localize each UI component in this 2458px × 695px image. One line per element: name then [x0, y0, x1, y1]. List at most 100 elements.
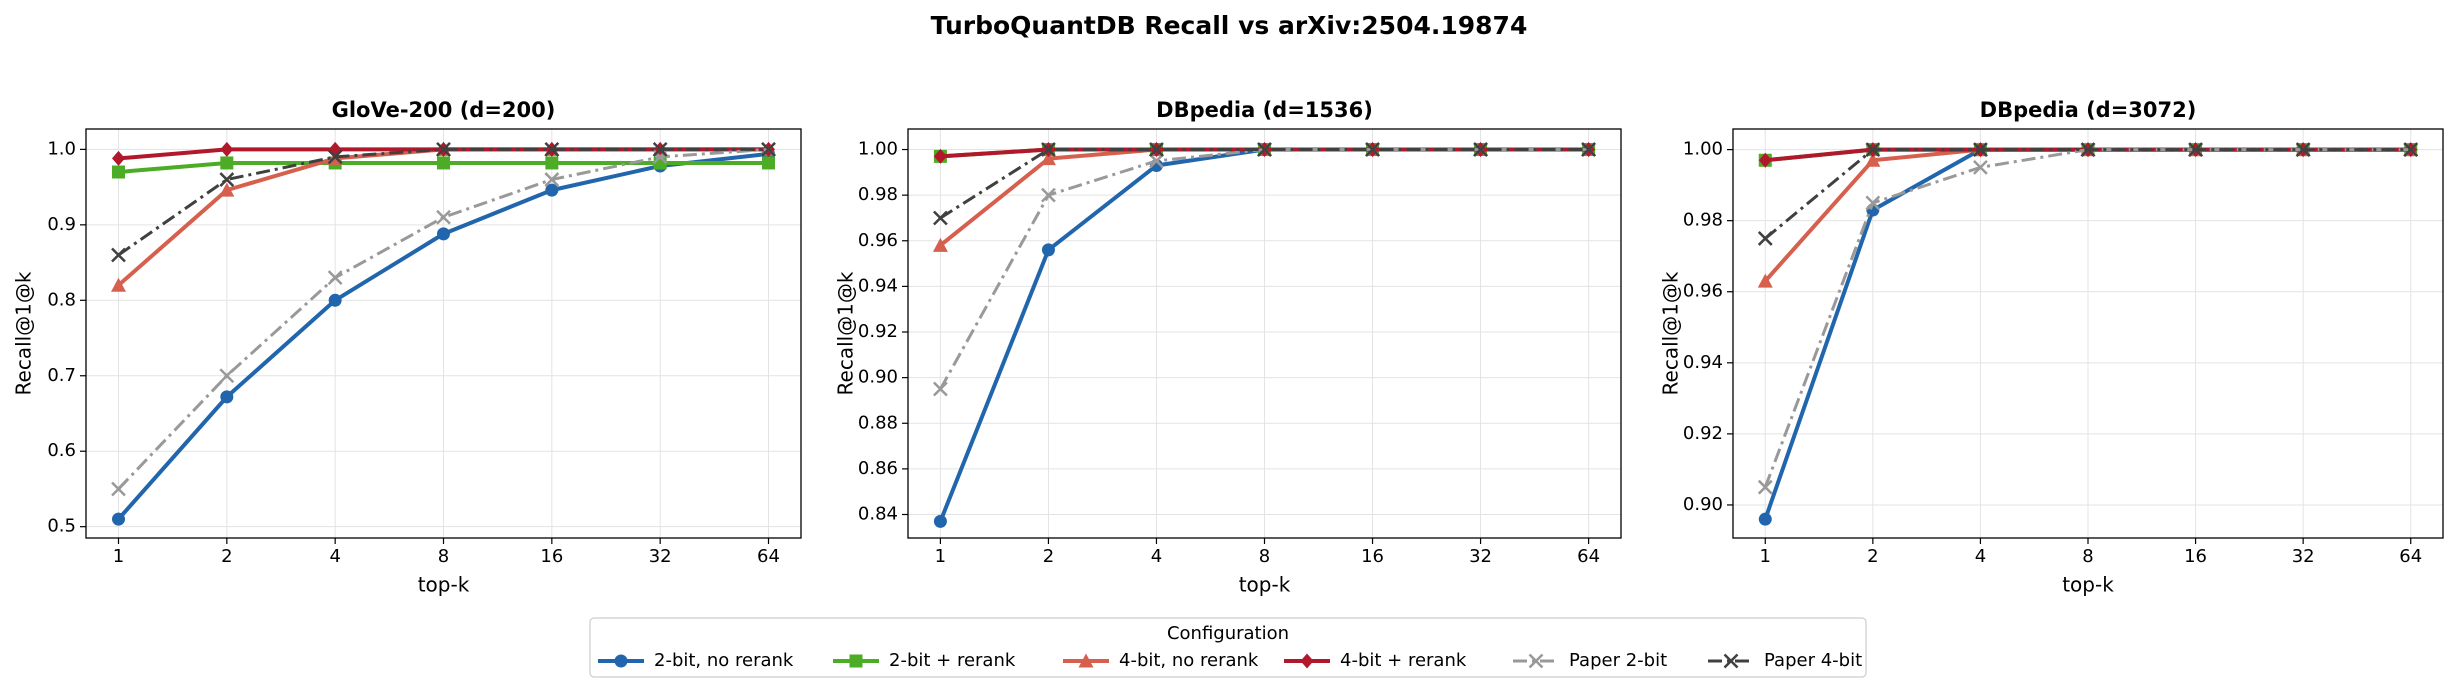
data-point [2295, 142, 2311, 157]
legend-label: Paper 2-bit [1569, 650, 1667, 671]
data-point [1757, 479, 1773, 495]
legend-marker [614, 654, 628, 668]
y-tick-label: 0.94 [858, 275, 898, 296]
x-tick-label: 4 [329, 546, 340, 567]
data-point [436, 141, 451, 157]
chart-title: DBpedia (d=3072) [1980, 98, 2197, 122]
data-point [1973, 142, 1988, 157]
data-point [327, 149, 343, 165]
data-point [1149, 142, 1164, 157]
y-tick-label: 0.84 [858, 504, 898, 525]
data-point [1865, 142, 1881, 157]
legend-marker [1300, 653, 1314, 669]
x-tick-label: 8 [1259, 546, 1270, 567]
data-point [545, 183, 559, 197]
y-tick-label: 0.7 [47, 365, 76, 386]
axes-frame [907, 128, 1622, 539]
data-point [219, 182, 235, 197]
x-tick-label: 1 [1760, 546, 1771, 567]
data-point [1041, 243, 1055, 257]
data-point [111, 277, 126, 292]
y-tick-label: 0.86 [858, 458, 898, 479]
y-tick-label: 0.92 [858, 321, 898, 342]
legend-marker [849, 654, 863, 668]
x-tick-label: 64 [1577, 546, 1600, 567]
chart-title: DBpedia (d=1536) [1156, 98, 1373, 122]
data-point [220, 156, 234, 170]
x-tick-label: 1 [935, 546, 946, 567]
legend-marker [1723, 653, 1739, 669]
y-tick-label: 0.90 [1683, 494, 1723, 515]
data-point [932, 237, 948, 252]
data-point [933, 381, 948, 397]
y-tick-label: 0.98 [858, 184, 898, 205]
legend-marker [1528, 653, 1544, 669]
data-point [762, 156, 775, 170]
x-tick-label: 32 [1469, 546, 1492, 567]
x-axis-label: top-k [2062, 573, 2114, 597]
legend-label: 4-bit + rerank [1340, 650, 1467, 671]
data-point [327, 270, 343, 286]
data-point [1040, 151, 1056, 166]
legend-label: 4-bit, no rerank [1119, 650, 1259, 671]
data-point [112, 165, 125, 179]
data-point [219, 172, 235, 187]
data-point [545, 156, 559, 170]
x-tick-label: 4 [1151, 546, 1162, 567]
data-point [1149, 153, 1164, 169]
x-tick-label: 16 [540, 546, 563, 567]
data-point [1473, 142, 1488, 157]
data-point [1257, 142, 1272, 157]
x-tick-label: 16 [1361, 546, 1384, 567]
y-tick-label: 0.94 [1683, 352, 1723, 373]
data-point [1973, 159, 1988, 175]
axes-frame [85, 128, 802, 539]
x-tick-label: 2 [1043, 546, 1054, 567]
legend-label: 2-bit + rerank [889, 650, 1016, 671]
x-tick-label: 1 [113, 546, 124, 567]
data-point [328, 293, 342, 307]
x-tick-label: 32 [649, 546, 672, 567]
x-tick-label: 4 [1975, 546, 1986, 567]
data-point [1758, 152, 1772, 168]
y-axis-label: Recall@1@k [834, 271, 858, 395]
x-tick-label: 64 [757, 546, 780, 567]
legend-marker [1078, 653, 1094, 668]
data-point [1757, 273, 1773, 288]
data-point [111, 247, 126, 263]
x-axis-label: top-k [418, 573, 470, 597]
y-tick-label: 1.0 [47, 138, 76, 159]
data-point [761, 141, 776, 157]
x-tick-label: 8 [438, 546, 449, 567]
data-point [2080, 142, 2096, 157]
data-point [1865, 152, 1881, 167]
y-tick-label: 0.96 [858, 230, 898, 251]
y-axis-label: Recall@1@k [12, 271, 36, 395]
y-tick-label: 1.00 [858, 139, 898, 160]
data-point [933, 148, 947, 164]
data-point [2403, 142, 2419, 157]
data-point [544, 172, 560, 187]
data-point [437, 227, 450, 241]
y-tick-label: 0.9 [47, 214, 76, 235]
data-point [219, 368, 235, 384]
data-point [1758, 512, 1772, 526]
data-point [112, 512, 125, 526]
y-tick-label: 0.88 [858, 412, 898, 433]
data-point [220, 141, 234, 157]
y-tick-label: 0.98 [1683, 210, 1723, 231]
axes-frame [1732, 128, 2444, 539]
data-point [112, 150, 125, 166]
y-tick-label: 0.92 [1683, 423, 1723, 444]
y-tick-label: 0.8 [47, 289, 76, 310]
data-point [2188, 142, 2203, 157]
legend-label: 2-bit, no rerank [654, 650, 794, 671]
y-tick-label: 1.00 [1683, 139, 1723, 160]
data-point [1757, 231, 1773, 246]
data-point [111, 481, 126, 497]
x-tick-label: 2 [221, 546, 232, 567]
data-point [436, 209, 451, 225]
data-point [933, 514, 947, 528]
